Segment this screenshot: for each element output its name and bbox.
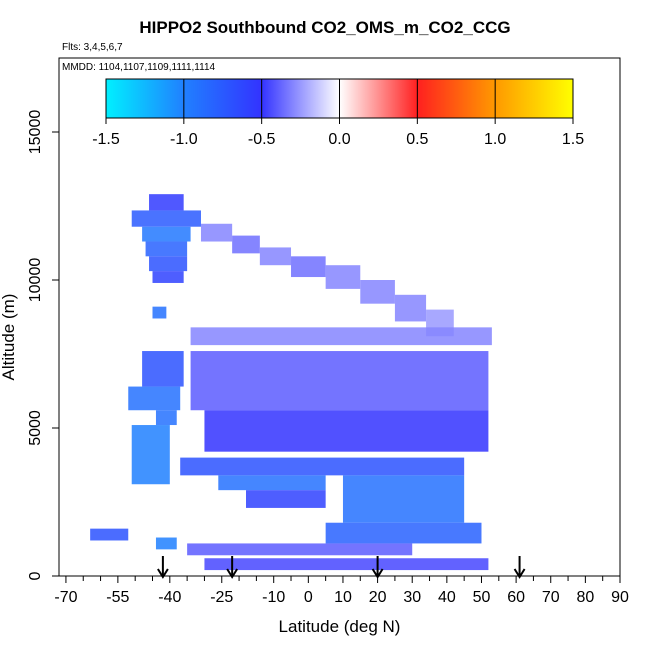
colorbar-tick-label: -0.5 bbox=[248, 131, 276, 148]
heatmap-cell bbox=[218, 475, 326, 491]
heatmap-cell bbox=[204, 558, 489, 571]
heatmap-cell bbox=[152, 306, 167, 319]
heatmap-cell bbox=[360, 280, 395, 304]
x-axis-label: Latitude (deg N) bbox=[279, 617, 401, 636]
x-tick-label: 90 bbox=[611, 589, 629, 606]
dates-note: MMDD: 1104,1107,1109,1111,1114 bbox=[62, 62, 216, 73]
heatmap-cell bbox=[155, 537, 177, 550]
x-tick-label: 30 bbox=[403, 589, 421, 606]
x-tick-label: -70 bbox=[54, 589, 77, 606]
x-tick-label: -10 bbox=[262, 589, 285, 606]
flights-note: Flts: 3,4,5,6,7 bbox=[62, 42, 123, 53]
chart-title: HIPPO2 Southbound CO2_OMS_m_CO2_CCG bbox=[139, 18, 511, 37]
heatmap-cell bbox=[246, 490, 326, 508]
profile-marker-arrow bbox=[226, 556, 238, 579]
heatmap-cell bbox=[145, 241, 188, 257]
plot-frame bbox=[58, 57, 621, 577]
profile-marker-arrow bbox=[371, 556, 384, 579]
heatmap-cell bbox=[259, 247, 292, 266]
heatmap-cell bbox=[149, 256, 188, 272]
x-tick-label: -55 bbox=[106, 589, 129, 606]
x-tick-label: 50 bbox=[473, 589, 491, 606]
profile-marker-arrow bbox=[513, 556, 526, 579]
heatmap-cell bbox=[190, 351, 489, 411]
heatmap-cell bbox=[394, 294, 427, 322]
x-tick-label: -40 bbox=[158, 589, 181, 606]
heatmap-cell bbox=[342, 475, 465, 523]
heatmap-cell bbox=[131, 210, 201, 227]
heatmap-cells bbox=[90, 194, 492, 571]
colorbar-tick-label: 1.0 bbox=[484, 131, 506, 148]
heatmap-cell bbox=[131, 425, 170, 485]
y-tick-label: 5000 bbox=[27, 410, 44, 446]
x-tick-label: 10 bbox=[334, 589, 352, 606]
heatmap-cell bbox=[291, 256, 326, 278]
x-tick-label: 80 bbox=[576, 589, 594, 606]
heatmap-cell bbox=[180, 457, 465, 476]
colorbar-tick-label: 0.5 bbox=[406, 131, 428, 148]
x-tick-label: 20 bbox=[369, 589, 387, 606]
colorbar-tick-label: 1.5 bbox=[562, 131, 584, 148]
y-axis-label: Altitude (m) bbox=[0, 294, 18, 381]
y-tick-label: 0 bbox=[27, 571, 44, 580]
heatmap-cell bbox=[190, 327, 492, 346]
x-tick-label: -25 bbox=[210, 589, 233, 606]
heatmap-cell bbox=[142, 226, 191, 242]
x-tick-label: 40 bbox=[438, 589, 456, 606]
x-tick-label: 60 bbox=[507, 589, 525, 606]
x-tick-label: 70 bbox=[542, 589, 560, 606]
colorbar-tick-label: -1.5 bbox=[92, 131, 120, 148]
heatmap-cell bbox=[187, 543, 413, 556]
y-tick-label: 10000 bbox=[27, 258, 44, 303]
heatmap-cell bbox=[232, 235, 260, 254]
heatmap-cell bbox=[149, 194, 184, 211]
colorbar-tick-label: -1.0 bbox=[170, 131, 198, 148]
heatmap-cell bbox=[90, 528, 129, 541]
profile-marker-arrow bbox=[157, 556, 169, 579]
x-tick-label: 0 bbox=[304, 589, 313, 606]
heatmap-cell bbox=[152, 271, 184, 283]
colorbar-tick-label: 0.0 bbox=[328, 131, 350, 148]
heatmap-cell bbox=[325, 522, 482, 544]
heatmap-cell bbox=[200, 223, 233, 242]
y-tick-label: 15000 bbox=[27, 110, 44, 155]
heatmap-cell bbox=[128, 386, 181, 411]
heatmap-cell bbox=[142, 351, 184, 387]
heatmap-cell bbox=[204, 410, 489, 452]
heatmap-cell bbox=[325, 265, 361, 289]
heatmap-cell bbox=[155, 410, 177, 426]
